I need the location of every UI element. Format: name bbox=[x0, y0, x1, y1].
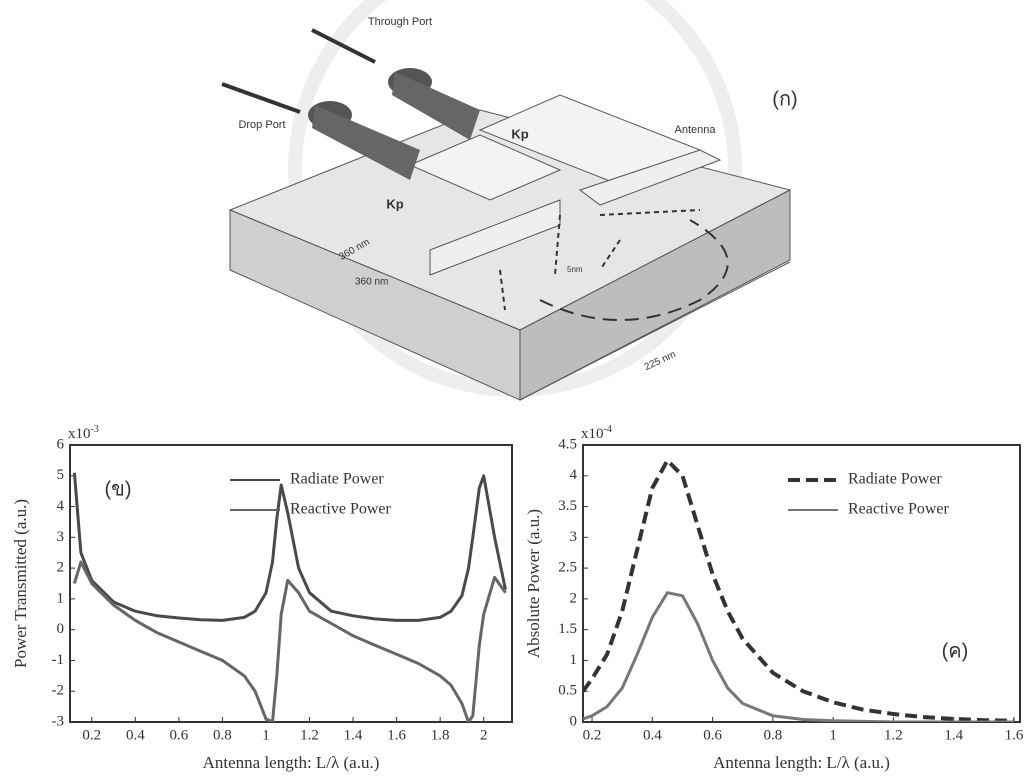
x-tick-label: 1.6 bbox=[387, 727, 406, 743]
kp-label: Kp bbox=[386, 196, 403, 211]
y-tick-label: 0 bbox=[57, 621, 65, 637]
through-port-label: Through Port bbox=[368, 16, 432, 28]
y-multiplier: x10-3 bbox=[68, 424, 99, 442]
y-tick-label: 3.5 bbox=[558, 498, 577, 514]
arrow bbox=[222, 84, 300, 112]
multiplier-exponent: -3 bbox=[91, 424, 99, 435]
x-tick-label: 1.6 bbox=[1005, 727, 1024, 743]
y-tick-label: 0.5 bbox=[558, 683, 577, 699]
y-tick-label: -1 bbox=[52, 652, 65, 668]
x-tick-label: 1.4 bbox=[944, 727, 963, 743]
legend-label: Radiate Power bbox=[848, 471, 942, 488]
panel-label: (ก) bbox=[772, 88, 797, 110]
kp-label: Kp bbox=[511, 126, 528, 141]
dimension-label: 5nm bbox=[567, 265, 583, 274]
x-axis-label: Antenna length: L/λ (a.u.) bbox=[713, 753, 890, 772]
x-tick-label: 1.4 bbox=[344, 727, 363, 743]
page: Through Port Drop Port (ก) Kp Kp Antenna… bbox=[0, 0, 1032, 779]
x-tick-label: 1.8 bbox=[431, 727, 450, 743]
y-tick-label: 4.5 bbox=[558, 436, 577, 452]
plot-frame bbox=[583, 445, 1020, 722]
y-tick-label: 5 bbox=[57, 467, 65, 483]
y-tick-label: 1 bbox=[570, 652, 578, 668]
y-tick-label: -2 bbox=[52, 683, 65, 699]
x-tick-label: 0.6 bbox=[169, 727, 188, 743]
y-axis-label: Absolute Power (a.u.) bbox=[524, 509, 543, 658]
x-tick-label: 1.2 bbox=[884, 727, 903, 743]
x-tick-label: 0.6 bbox=[703, 727, 722, 743]
x-tick-label: 1 bbox=[829, 727, 837, 743]
x-tick-label: 1.2 bbox=[300, 727, 319, 743]
x-tick-label: 2 bbox=[480, 727, 488, 743]
y-multiplier: x10-4 bbox=[581, 424, 612, 442]
y-tick-label: 6 bbox=[57, 436, 65, 452]
device-diagram: Through Port Drop Port (ก) Kp Kp Antenna… bbox=[222, 0, 798, 400]
y-tick-label: 3 bbox=[57, 529, 65, 545]
y-tick-label: -3 bbox=[52, 713, 65, 729]
y-tick-label: 2 bbox=[57, 560, 65, 576]
panel-label: (ข) bbox=[105, 478, 132, 500]
y-axis-label: Power Transmitted (a.u.) bbox=[11, 499, 30, 668]
legend-label: Reactive Power bbox=[848, 501, 950, 518]
x-tick-label: 0.2 bbox=[82, 727, 101, 743]
x-tick-label: 0.8 bbox=[763, 727, 782, 743]
x-tick-label: 1 bbox=[262, 727, 270, 743]
drop-port-label: Drop Port bbox=[238, 119, 285, 131]
y-tick-label: 1.5 bbox=[558, 621, 577, 637]
legend-label: Radiate Power bbox=[290, 471, 384, 488]
figure: Through Port Drop Port (ก) Kp Kp Antenna… bbox=[0, 0, 1032, 779]
y-tick-label: 4 bbox=[570, 467, 578, 483]
y-tick-label: 2.5 bbox=[558, 560, 577, 576]
y-tick-label: 4 bbox=[57, 498, 65, 514]
y-tick-label: 1 bbox=[57, 590, 65, 606]
x-tick-label: 0.4 bbox=[126, 727, 145, 743]
multiplier-base: x10 bbox=[581, 426, 604, 442]
x-axis-label: Antenna length: L/λ (a.u.) bbox=[203, 753, 380, 772]
x-tick-label: 0.4 bbox=[643, 727, 662, 743]
y-tick-label: 2 bbox=[570, 590, 578, 606]
x-tick-label: 0.2 bbox=[583, 727, 602, 743]
y-tick-label: 0 bbox=[570, 713, 578, 729]
multiplier-base: x10 bbox=[68, 426, 91, 442]
antenna-label: Antenna bbox=[675, 124, 717, 136]
panel-label: (ค) bbox=[942, 640, 969, 662]
y-tick-label: 3 bbox=[570, 529, 578, 545]
multiplier-exponent: -4 bbox=[604, 424, 612, 435]
legend-label: Reactive Power bbox=[290, 501, 392, 518]
dimension-label: 360 nm bbox=[355, 277, 388, 288]
x-tick-label: 0.8 bbox=[213, 727, 232, 743]
